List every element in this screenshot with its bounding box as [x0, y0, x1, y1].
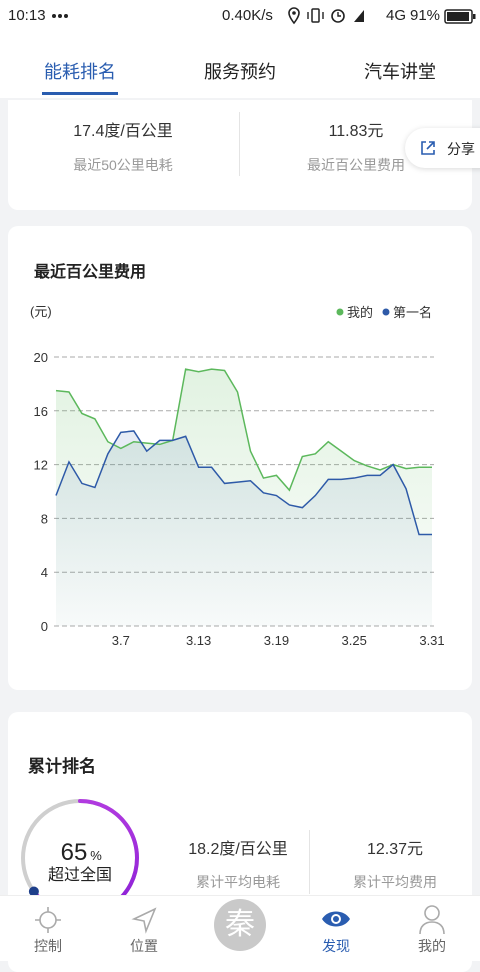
legend-label: 我的 [347, 305, 373, 320]
consumption-label: 最近50公里电耗 [73, 157, 173, 173]
x-tick-label: 3.31 [419, 633, 444, 648]
cost-value: 11.83元 [328, 123, 384, 140]
nav-icon [419, 905, 445, 934]
x-tick-label: 3.13 [186, 633, 211, 648]
y-tick-label: 4 [41, 565, 48, 580]
share-button[interactable]: 分享 [405, 128, 480, 168]
series-line [55, 368, 432, 492]
cumulative-title: 累计排名 [28, 757, 96, 776]
tab-bar: 能耗排名 服务预约 汽车讲堂 [0, 32, 480, 98]
cum-cost-label: 累计平均费用 [353, 874, 437, 890]
y-tick-label: 8 [41, 511, 48, 526]
x-tick-label: 3.25 [342, 633, 367, 648]
tab-indicator [42, 92, 118, 95]
notification-dots [52, 14, 68, 18]
y-tick-label: 16 [34, 404, 48, 419]
series-line [55, 430, 432, 536]
battery-text: 91% [410, 7, 441, 24]
divider [309, 830, 310, 894]
y-tick-label: 12 [34, 458, 48, 473]
summary-card: 17.4度/百公里 最近50公里电耗 11.83元 最近百公里费用 [8, 100, 472, 210]
cum-consumption-label: 累计平均电耗 [196, 874, 280, 890]
network: 4G [386, 7, 407, 24]
nav-icon [131, 907, 157, 934]
status-icons [288, 7, 364, 25]
cum-consumption-value: 18.2度/百公里 [188, 841, 288, 858]
ring-knob [28, 886, 39, 897]
nav-item[interactable]: 控制 [34, 938, 62, 954]
ring-value: 65 [61, 839, 88, 866]
chart: 最近百公里费用 (元) 0 4 8 12 16 20 3.7 3.13 3.19 3.25 3.31… [30, 262, 445, 648]
legend-label: 第一名 [393, 305, 432, 320]
consumption-value: 17.4度/百公里 [73, 123, 173, 140]
nav-icon [35, 907, 61, 933]
nav-icon [322, 911, 350, 927]
tab[interactable]: 能耗排名 [44, 62, 116, 82]
share-icon [421, 141, 435, 155]
nav-center-logo[interactable]: 秦 [214, 899, 266, 951]
cost-label: 最近百公里费用 [307, 157, 405, 173]
tab[interactable]: 服务预约 [204, 62, 276, 82]
net-speed: 0.40K/s [222, 7, 273, 24]
nav-item[interactable]: 我的 [418, 938, 446, 954]
divider [239, 112, 240, 176]
y-tick-label: 20 [34, 350, 48, 365]
ring-unit: % [90, 848, 102, 863]
ring-label: 超过全国 [48, 866, 112, 884]
nav-item[interactable]: 发现 [322, 938, 350, 954]
share-label: 分享 [447, 141, 475, 157]
y-axis-label: (元) [30, 304, 52, 319]
x-tick-label: 3.19 [264, 633, 289, 648]
nav-item[interactable]: 位置 [130, 938, 158, 954]
legend-swatch [336, 308, 344, 316]
battery-icon [444, 9, 476, 24]
chart-title: 最近百公里费用 [34, 262, 146, 281]
status-bar: 10:13 0.40K/s 4G 91% [0, 0, 480, 32]
tab[interactable]: 汽车讲堂 [364, 62, 436, 82]
cum-cost-value: 12.37元 [366, 841, 424, 858]
time: 10:13 [8, 7, 46, 24]
bottom-nav: 控制 位置 秦 发现 我的 [0, 895, 480, 961]
legend-swatch [382, 308, 390, 316]
x-tick-label: 3.7 [112, 633, 130, 648]
y-tick-label: 0 [41, 619, 48, 634]
